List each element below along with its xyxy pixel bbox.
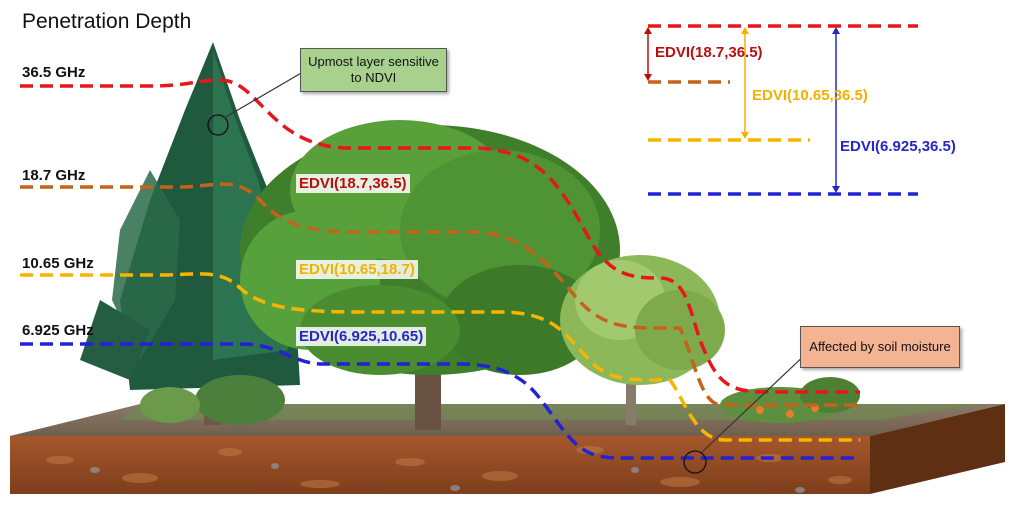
soil-front <box>10 436 870 494</box>
soil-texture <box>46 446 852 488</box>
edvi-label-6-925-10-65: EDVI(6.925,10.65) <box>296 327 427 346</box>
freq-label-6-925: 6.925 GHz <box>22 322 94 339</box>
ground-block <box>10 404 1005 494</box>
soil-highlight-circle <box>683 450 707 474</box>
line-10-65-ghz <box>20 272 860 442</box>
ndvi-callout-leader <box>223 71 304 119</box>
soil-callout-leader <box>701 351 809 453</box>
soil-stones <box>90 463 805 493</box>
ndvi-highlight-circle <box>207 114 229 136</box>
legend-arrow-orange <box>741 27 749 139</box>
freq-label-36-5: 36.5 GHz <box>22 64 86 81</box>
line-36-5-ghz <box>20 78 860 394</box>
freq-label-18-7: 18.7 GHz <box>22 167 86 184</box>
legend-label-10-65-36-5: EDVI(10.65,36.5) <box>752 87 868 104</box>
deciduous-tree-small <box>560 255 725 425</box>
line-6-925-ghz <box>20 342 860 460</box>
ndvi-callout-box: Upmost layer sensitive to NDVI <box>300 48 447 92</box>
soil-side <box>870 404 1005 494</box>
freq-label-10-65: 10.65 GHz <box>22 255 94 272</box>
legend-lines <box>648 24 918 196</box>
legend-arrow-red <box>644 27 652 81</box>
legend-label-6-925-36-5: EDVI(6.925,36.5) <box>840 138 956 155</box>
diagram-title: Penetration Depth <box>22 10 192 33</box>
edvi-label-18-7-36-5: EDVI(18.7,36.5) <box>296 174 410 193</box>
soil-moisture-callout-box: Affected by soil moisture <box>800 326 960 368</box>
edvi-label-10-65-18-7: EDVI(10.65,18.7) <box>296 260 418 279</box>
legend-label-18-7-36-5: EDVI(18.7,36.5) <box>655 44 763 61</box>
legend-arrow-blue <box>832 27 840 193</box>
line-18-7-ghz <box>20 182 860 407</box>
